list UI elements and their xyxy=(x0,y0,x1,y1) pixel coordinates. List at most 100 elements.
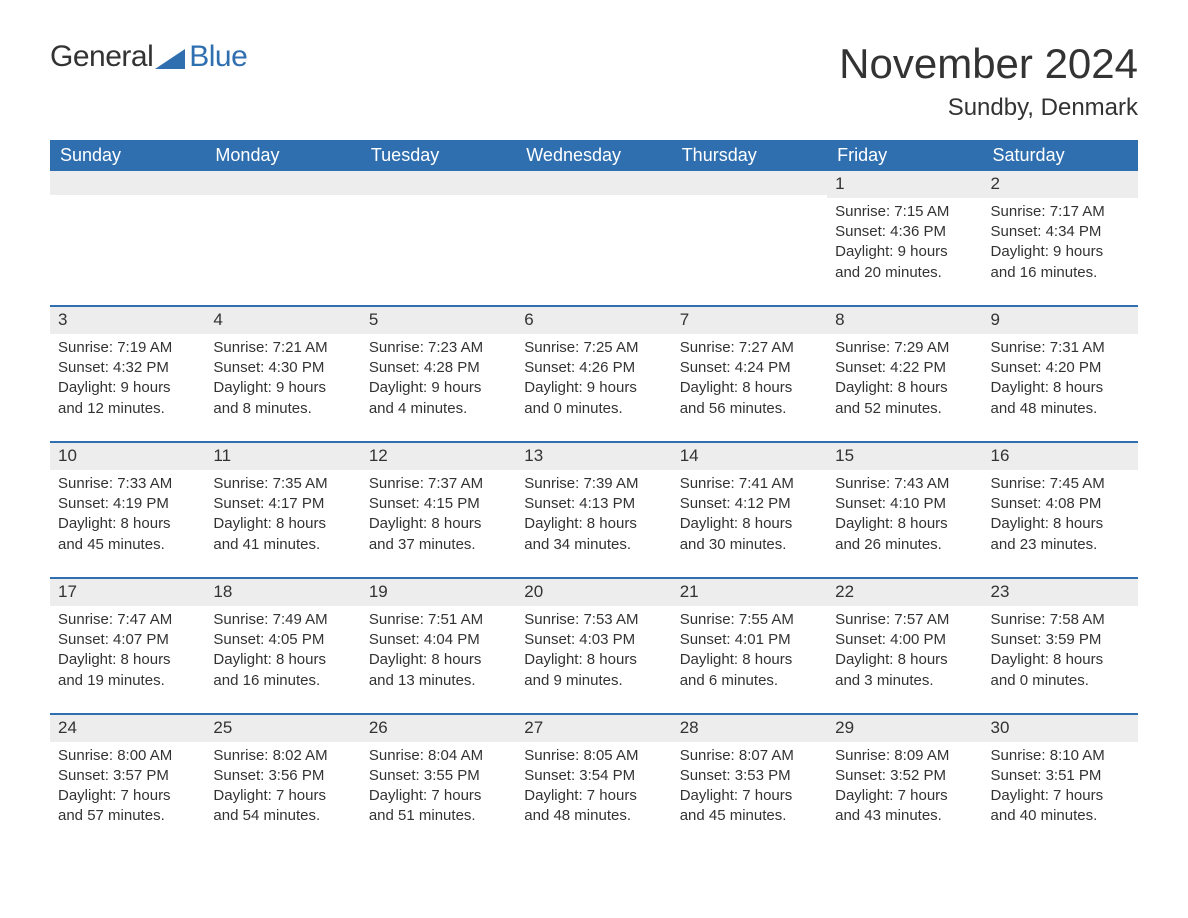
daylight-text: Daylight: 8 hours xyxy=(369,650,508,670)
sunset-text: Sunset: 4:17 PM xyxy=(213,494,352,514)
daylight-text: Daylight: 8 hours xyxy=(835,514,974,534)
day-number: 12 xyxy=(361,443,516,470)
sunrise-text: Sunrise: 7:31 AM xyxy=(991,338,1130,358)
sunrise-text: Sunrise: 8:07 AM xyxy=(680,746,819,766)
sunrise-text: Sunrise: 7:27 AM xyxy=(680,338,819,358)
sunrise-text: Sunrise: 7:21 AM xyxy=(213,338,352,358)
daylight-text: and 54 minutes. xyxy=(213,806,352,826)
sunrise-text: Sunrise: 7:17 AM xyxy=(991,202,1130,222)
sunrise-text: Sunrise: 8:04 AM xyxy=(369,746,508,766)
calendar-day-cell: 9Sunrise: 7:31 AMSunset: 4:20 PMDaylight… xyxy=(983,306,1138,442)
daylight-text: and 51 minutes. xyxy=(369,806,508,826)
daylight-text: Daylight: 8 hours xyxy=(213,650,352,670)
day-content: Sunrise: 7:37 AMSunset: 4:15 PMDaylight:… xyxy=(361,470,516,555)
day-number: 29 xyxy=(827,715,982,742)
weekday-header: Monday xyxy=(205,140,360,171)
calendar-day-cell: 26Sunrise: 8:04 AMSunset: 3:55 PMDayligh… xyxy=(361,714,516,849)
day-number-bar-empty xyxy=(361,171,516,195)
day-content: Sunrise: 8:02 AMSunset: 3:56 PMDaylight:… xyxy=(205,742,360,827)
day-content: Sunrise: 7:55 AMSunset: 4:01 PMDaylight:… xyxy=(672,606,827,691)
daylight-text: Daylight: 8 hours xyxy=(524,650,663,670)
logo-text-general: General xyxy=(50,40,153,74)
day-content: Sunrise: 8:10 AMSunset: 3:51 PMDaylight:… xyxy=(983,742,1138,827)
sunset-text: Sunset: 3:57 PM xyxy=(58,766,197,786)
daylight-text: Daylight: 8 hours xyxy=(524,514,663,534)
sunrise-text: Sunrise: 7:37 AM xyxy=(369,474,508,494)
day-number-bar-empty xyxy=(516,171,671,195)
calendar-day-cell: 20Sunrise: 7:53 AMSunset: 4:03 PMDayligh… xyxy=(516,578,671,714)
daylight-text: and 45 minutes. xyxy=(58,535,197,555)
calendar-day-cell: 4Sunrise: 7:21 AMSunset: 4:30 PMDaylight… xyxy=(205,306,360,442)
sunset-text: Sunset: 4:01 PM xyxy=(680,630,819,650)
calendar-day-cell: 6Sunrise: 7:25 AMSunset: 4:26 PMDaylight… xyxy=(516,306,671,442)
sunset-text: Sunset: 4:26 PM xyxy=(524,358,663,378)
day-content: Sunrise: 7:43 AMSunset: 4:10 PMDaylight:… xyxy=(827,470,982,555)
sunrise-text: Sunrise: 8:10 AM xyxy=(991,746,1130,766)
sunrise-text: Sunrise: 7:57 AM xyxy=(835,610,974,630)
daylight-text: and 30 minutes. xyxy=(680,535,819,555)
day-number: 22 xyxy=(827,579,982,606)
daylight-text: and 41 minutes. xyxy=(213,535,352,555)
daylight-text: and 16 minutes. xyxy=(213,671,352,691)
day-content: Sunrise: 7:53 AMSunset: 4:03 PMDaylight:… xyxy=(516,606,671,691)
month-title: November 2024 xyxy=(839,40,1138,88)
calendar-day-cell: 24Sunrise: 8:00 AMSunset: 3:57 PMDayligh… xyxy=(50,714,205,849)
calendar-day-cell: 10Sunrise: 7:33 AMSunset: 4:19 PMDayligh… xyxy=(50,442,205,578)
sunrise-text: Sunrise: 7:35 AM xyxy=(213,474,352,494)
calendar-week-row: 24Sunrise: 8:00 AMSunset: 3:57 PMDayligh… xyxy=(50,714,1138,849)
triangle-icon xyxy=(155,49,185,74)
logo-text-blue: Blue xyxy=(189,40,247,74)
calendar-week-row: 3Sunrise: 7:19 AMSunset: 4:32 PMDaylight… xyxy=(50,306,1138,442)
calendar-empty-cell xyxy=(50,171,205,306)
sunrise-text: Sunrise: 7:41 AM xyxy=(680,474,819,494)
sunrise-text: Sunrise: 7:23 AM xyxy=(369,338,508,358)
daylight-text: Daylight: 9 hours xyxy=(991,242,1130,262)
daylight-text: and 37 minutes. xyxy=(369,535,508,555)
weekday-header: Friday xyxy=(827,140,982,171)
calendar-day-cell: 28Sunrise: 8:07 AMSunset: 3:53 PMDayligh… xyxy=(672,714,827,849)
day-number: 28 xyxy=(672,715,827,742)
calendar-empty-cell xyxy=(361,171,516,306)
sunset-text: Sunset: 4:36 PM xyxy=(835,222,974,242)
daylight-text: and 8 minutes. xyxy=(213,399,352,419)
daylight-text: Daylight: 8 hours xyxy=(58,514,197,534)
daylight-text: and 48 minutes. xyxy=(991,399,1130,419)
day-number: 20 xyxy=(516,579,671,606)
calendar-day-cell: 1Sunrise: 7:15 AMSunset: 4:36 PMDaylight… xyxy=(827,171,982,306)
calendar-day-cell: 27Sunrise: 8:05 AMSunset: 3:54 PMDayligh… xyxy=(516,714,671,849)
day-number: 27 xyxy=(516,715,671,742)
daylight-text: Daylight: 8 hours xyxy=(991,514,1130,534)
day-content: Sunrise: 7:23 AMSunset: 4:28 PMDaylight:… xyxy=(361,334,516,419)
sunrise-text: Sunrise: 7:58 AM xyxy=(991,610,1130,630)
day-number: 9 xyxy=(983,307,1138,334)
day-content: Sunrise: 8:00 AMSunset: 3:57 PMDaylight:… xyxy=(50,742,205,827)
sunrise-text: Sunrise: 8:00 AM xyxy=(58,746,197,766)
day-content: Sunrise: 7:57 AMSunset: 4:00 PMDaylight:… xyxy=(827,606,982,691)
day-number: 23 xyxy=(983,579,1138,606)
sunset-text: Sunset: 4:32 PM xyxy=(58,358,197,378)
daylight-text: Daylight: 9 hours xyxy=(58,378,197,398)
sunrise-text: Sunrise: 7:29 AM xyxy=(835,338,974,358)
sunrise-text: Sunrise: 7:39 AM xyxy=(524,474,663,494)
calendar-day-cell: 5Sunrise: 7:23 AMSunset: 4:28 PMDaylight… xyxy=(361,306,516,442)
sunrise-text: Sunrise: 7:19 AM xyxy=(58,338,197,358)
day-number: 21 xyxy=(672,579,827,606)
sunset-text: Sunset: 4:05 PM xyxy=(213,630,352,650)
calendar-empty-cell xyxy=(205,171,360,306)
day-content: Sunrise: 8:09 AMSunset: 3:52 PMDaylight:… xyxy=(827,742,982,827)
calendar-day-cell: 22Sunrise: 7:57 AMSunset: 4:00 PMDayligh… xyxy=(827,578,982,714)
day-content: Sunrise: 7:35 AMSunset: 4:17 PMDaylight:… xyxy=(205,470,360,555)
sunset-text: Sunset: 4:00 PM xyxy=(835,630,974,650)
sunset-text: Sunset: 3:51 PM xyxy=(991,766,1130,786)
daylight-text: and 52 minutes. xyxy=(835,399,974,419)
sunrise-text: Sunrise: 7:51 AM xyxy=(369,610,508,630)
day-number-bar-empty xyxy=(205,171,360,195)
daylight-text: and 56 minutes. xyxy=(680,399,819,419)
day-content: Sunrise: 8:07 AMSunset: 3:53 PMDaylight:… xyxy=(672,742,827,827)
title-block: November 2024 Sundby, Denmark xyxy=(839,40,1138,122)
daylight-text: Daylight: 7 hours xyxy=(213,786,352,806)
weekday-header: Wednesday xyxy=(516,140,671,171)
daylight-text: Daylight: 9 hours xyxy=(524,378,663,398)
calendar-body: 1Sunrise: 7:15 AMSunset: 4:36 PMDaylight… xyxy=(50,171,1138,849)
daylight-text: and 20 minutes. xyxy=(835,263,974,283)
